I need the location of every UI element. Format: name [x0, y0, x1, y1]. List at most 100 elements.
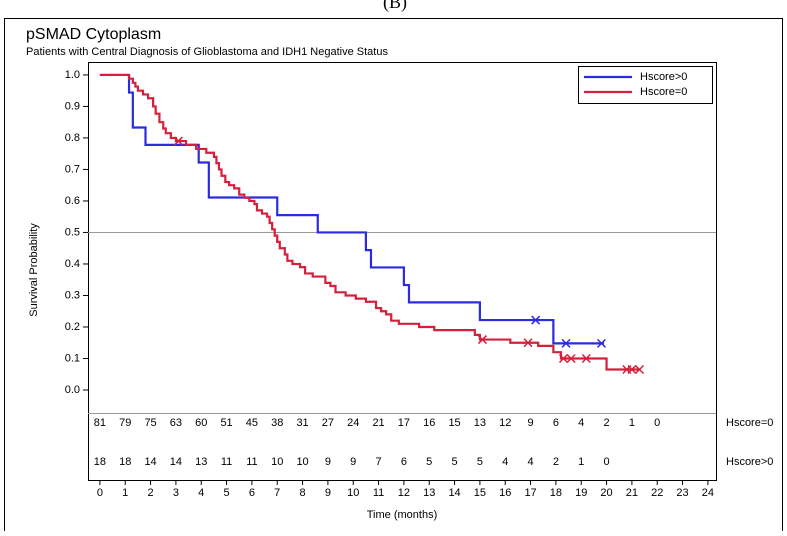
x-tick-label: 1: [122, 487, 128, 499]
x-tick-label: 7: [274, 487, 280, 499]
at-risk-count: 2: [603, 417, 609, 429]
x-tick-label: 2: [148, 487, 154, 499]
at-risk-count: 5: [477, 456, 483, 468]
chart-subtitle: Patients with Central Diagnosis of Gliob…: [26, 46, 388, 58]
censor-mark: [523, 338, 533, 348]
at-risk-count: 51: [220, 417, 232, 429]
y-tick-label: 0.4: [65, 258, 80, 270]
x-tick-label: 9: [325, 487, 331, 499]
censor-mark: [477, 335, 487, 345]
x-tick-label: 18: [550, 487, 562, 499]
panel-label: (B): [383, 0, 407, 13]
y-tick-label: 0.6: [65, 195, 80, 207]
y-axis-label: Survival Probability: [28, 223, 40, 317]
at-risk-count: 0: [654, 417, 660, 429]
censor-mark: [634, 364, 645, 375]
chart-title: pSMAD Cytoplasm: [26, 26, 161, 43]
at-risk-count: 18: [119, 456, 131, 468]
at-risk-count: 21: [372, 417, 384, 429]
censor-mark: [558, 353, 569, 364]
at-risk-row-label: Hscore=0: [726, 417, 773, 429]
at-risk-count: 4: [502, 456, 508, 468]
x-tick-label: 11: [373, 487, 384, 499]
x-tick-label: 8: [300, 487, 306, 499]
x-tick-label: 0: [97, 487, 103, 499]
y-tick-label: 0.2: [65, 321, 80, 333]
at-risk-count: 4: [528, 456, 534, 468]
legend-label: Hscore=0: [640, 86, 687, 98]
censor-mark: [173, 136, 183, 146]
at-risk-count: 63: [170, 417, 182, 429]
at-risk-count: 1: [578, 456, 584, 468]
x-tick-label: 10: [347, 487, 359, 499]
y-tick-label: 0.7: [65, 163, 80, 175]
x-tick-label: 20: [600, 487, 612, 499]
x-tick-label: 6: [249, 487, 255, 499]
at-risk-count: 4: [578, 417, 584, 429]
at-risk-count: 14: [144, 456, 156, 468]
x-tick-label: 15: [474, 487, 486, 499]
y-tick-label: 0.0: [65, 384, 80, 396]
x-tick-label: 5: [224, 487, 230, 499]
at-risk-count: 2: [553, 456, 559, 468]
at-risk-count: 9: [350, 456, 356, 468]
at-risk-count: 18: [94, 456, 106, 468]
legend-box: [578, 66, 713, 104]
at-risk-count: 17: [398, 417, 410, 429]
at-risk-count: 27: [322, 417, 334, 429]
at-risk-count: 7: [376, 456, 382, 468]
at-risk-count: 5: [452, 456, 458, 468]
x-tick-label: 16: [499, 487, 511, 499]
x-tick-label: 22: [651, 487, 663, 499]
at-risk-count: 81: [94, 417, 106, 429]
y-tick-label: 0.1: [65, 352, 80, 364]
censor-mark: [581, 353, 591, 364]
x-tick-label: 21: [626, 487, 638, 499]
at-risk-count: 75: [144, 417, 156, 429]
frame: [4, 18, 783, 536]
at-risk-count: 0: [603, 456, 609, 468]
at-risk-count: 79: [119, 417, 131, 429]
at-risk-count: 38: [271, 417, 283, 429]
at-risk-count: 1: [629, 417, 635, 429]
y-tick-label: 0.8: [65, 132, 80, 144]
at-risk-count: 15: [448, 417, 460, 429]
x-tick-label: 13: [423, 487, 435, 499]
at-risk-count: 60: [195, 417, 207, 429]
at-risk-count: 16: [423, 417, 435, 429]
x-tick-label: 23: [676, 487, 688, 499]
at-risk-count: 10: [296, 456, 308, 468]
x-tick-label: 17: [524, 487, 536, 499]
legend-label: Hscore>0: [640, 71, 687, 83]
x-tick-label: 4: [198, 487, 204, 499]
at-risk-count: 45: [246, 417, 258, 429]
at-risk-count: 6: [553, 417, 559, 429]
at-risk-count: 5: [426, 456, 432, 468]
x-tick-label: 24: [702, 487, 714, 499]
at-risk-count: 12: [499, 417, 511, 429]
y-tick-label: 0.9: [65, 100, 80, 112]
y-tick-label: 1.0: [65, 69, 80, 81]
at-risk-count: 24: [347, 417, 359, 429]
censor-mark: [561, 338, 571, 348]
x-tick-label: 3: [173, 487, 179, 499]
at-risk-count: 13: [474, 417, 486, 429]
plot-frame: [88, 62, 717, 481]
at-risk-row-label: Hscore>0: [726, 456, 773, 468]
x-tick-label: 12: [398, 487, 410, 499]
y-tick-label: 0.5: [65, 226, 80, 238]
at-risk-count: 11: [221, 456, 232, 468]
at-risk-count: 6: [401, 456, 407, 468]
x-axis-label: Time (months): [367, 509, 438, 521]
censor-mark: [596, 338, 607, 348]
survival-curve: [99, 73, 605, 345]
at-risk-count: 13: [195, 456, 207, 468]
x-tick-label: 14: [448, 487, 460, 499]
censor-mark: [531, 315, 541, 325]
censor-mark: [566, 353, 576, 364]
x-tick-label: 19: [575, 487, 587, 499]
at-risk-count: 31: [296, 417, 308, 429]
at-risk-count: 10: [271, 456, 283, 468]
at-risk-count: 14: [170, 456, 182, 468]
